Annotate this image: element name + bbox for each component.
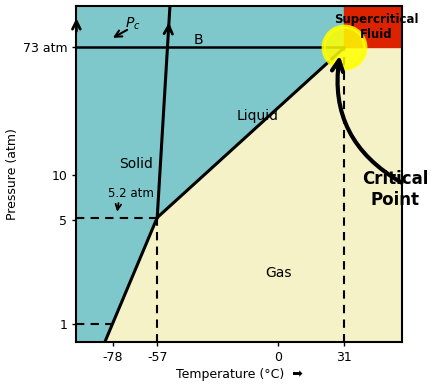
Text: $P_c$: $P_c$: [125, 16, 141, 32]
Y-axis label: Pressure (atm): Pressure (atm): [6, 128, 19, 220]
Text: B: B: [194, 33, 203, 47]
Text: 5.2 atm: 5.2 atm: [108, 187, 154, 200]
X-axis label: Temperature (°C)  ➡: Temperature (°C) ➡: [176, 368, 302, 382]
Text: Supercritical
Fluid: Supercritical Fluid: [334, 13, 418, 41]
Text: Liquid: Liquid: [236, 110, 278, 123]
Text: Solid: Solid: [119, 157, 153, 171]
Text: Gas: Gas: [265, 266, 292, 280]
Text: Critical
Point: Critical Point: [362, 170, 429, 209]
Polygon shape: [76, 0, 345, 387]
